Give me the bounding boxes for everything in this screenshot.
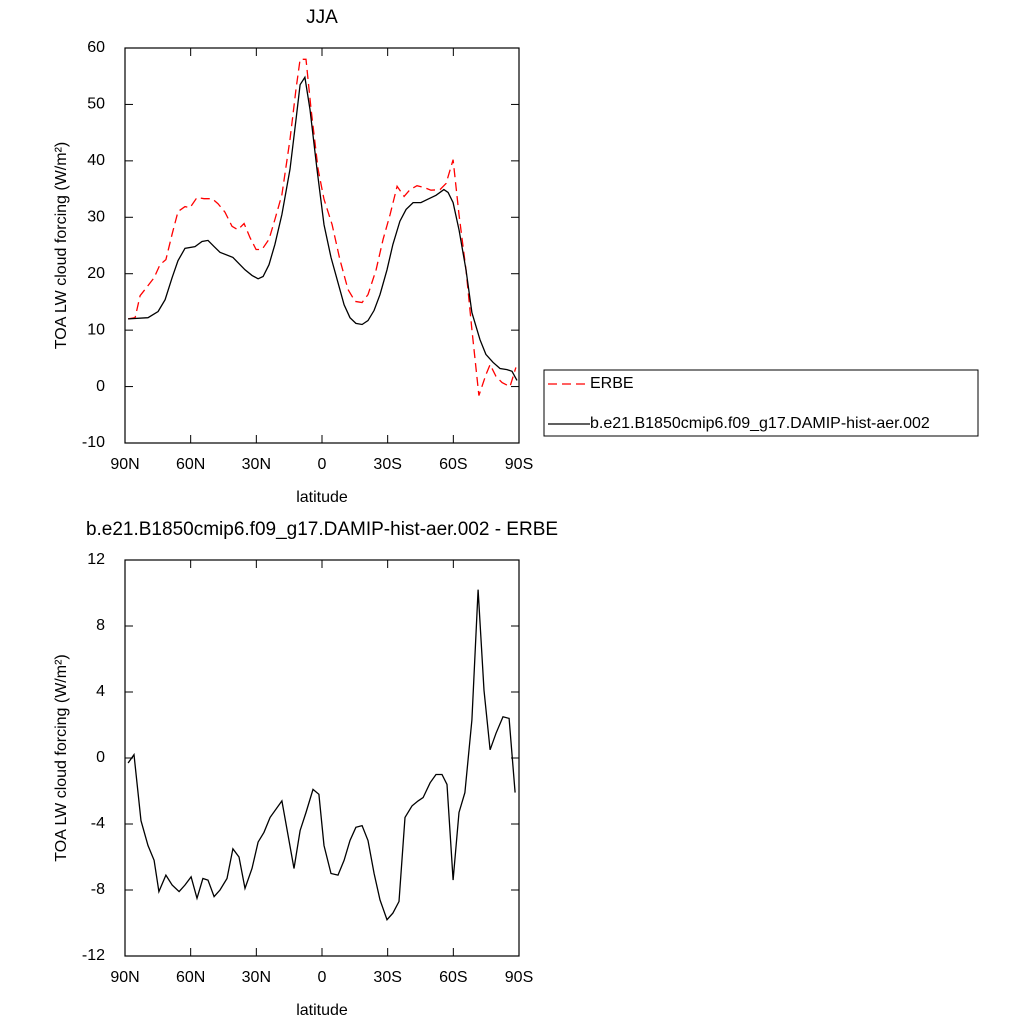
y-tick-label: 20 [87,265,105,282]
x-tick-label: 30S [373,456,401,473]
y-tick-label: -8 [91,881,105,898]
chart-title: JJA [306,7,338,28]
y-axis-label: TOA LW cloud forcing (W/m²) [53,654,70,861]
x-tick-label: 0 [318,969,327,986]
series-line [127,589,516,921]
y-tick-label: 10 [87,321,105,338]
series-line [127,58,517,396]
legend-box [543,369,979,437]
y-tick-label: 40 [87,152,105,169]
x-axis-label: latitude [296,489,348,506]
plot-frame [124,47,520,444]
legend-label: b.e21.B1850cmip6.f09_g17.DAMIP-hist-aer.… [590,415,930,432]
x-tick-label: 90S [505,456,533,473]
x-tick-label: 90N [110,456,139,473]
legend-label: ERBE [590,375,634,392]
y-tick-label: 8 [96,617,105,634]
x-tick-label: 30N [242,969,271,986]
y-tick-label: 50 [87,96,105,113]
y-tick-label: 0 [96,378,105,395]
y-tick-label: -10 [82,434,105,451]
x-tick-label: 60N [176,456,205,473]
x-axis-label: latitude [296,1002,348,1019]
y-tick-label: 12 [87,551,105,568]
y-axis-label: TOA LW cloud forcing (W/m²) [53,142,70,349]
series-line [128,75,518,381]
x-tick-label: 30S [373,969,401,986]
y-tick-label: -4 [91,815,105,832]
x-tick-label: 30N [242,456,271,473]
plot-frame [124,559,520,957]
y-tick-label: -12 [82,947,105,964]
x-tick-label: 90N [110,969,139,986]
x-tick-label: 60S [439,456,467,473]
x-tick-label: 60S [439,969,467,986]
x-tick-label: 0 [318,456,327,473]
chart-title: b.e21.B1850cmip6.f09_g17.DAMIP-hist-aer.… [86,519,558,540]
y-tick-label: 30 [87,209,105,226]
y-tick-label: 60 [87,39,105,56]
x-tick-label: 60N [176,969,205,986]
x-tick-label: 90S [505,969,533,986]
y-tick-label: 0 [96,749,105,766]
y-tick-label: 4 [96,683,105,700]
